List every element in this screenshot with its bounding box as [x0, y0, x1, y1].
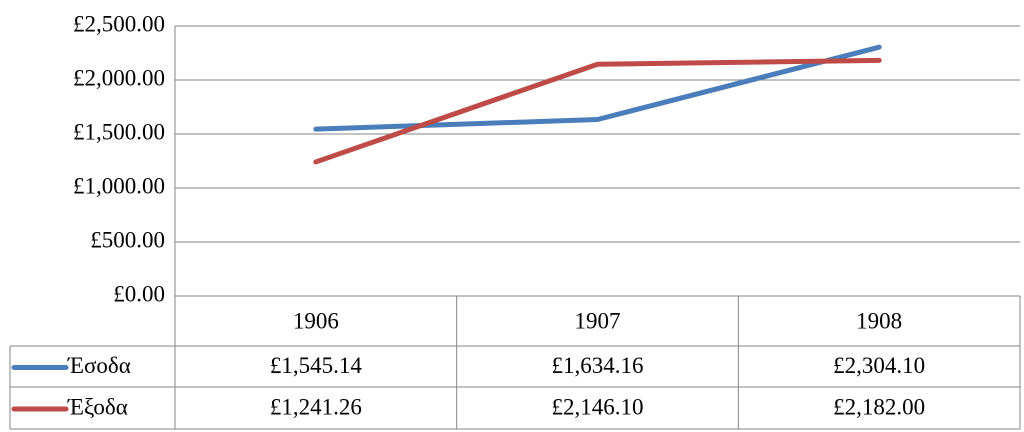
data-label: £1,241.26: [270, 394, 362, 419]
y-tick-label: £1,000.00: [73, 173, 165, 198]
y-tick-label: £2,000.00: [73, 65, 165, 90]
legend-label: Έξοδα: [67, 394, 128, 419]
data-label: £1,634.16: [552, 353, 644, 378]
data-label: £2,182.00: [833, 394, 925, 419]
y-tick-label: £0.00: [113, 281, 165, 306]
data-label: £2,146.10: [552, 394, 644, 419]
series-line: [313, 44, 882, 132]
x-tick-label: 1908: [856, 308, 902, 333]
legend-label: Έσοδα: [67, 353, 131, 378]
x-tick-label: 1907: [575, 308, 621, 333]
data-label: £1,545.14: [270, 353, 363, 378]
y-tick-label: £2,500.00: [73, 11, 165, 36]
data-label: £2,304.10: [833, 353, 925, 378]
x-tick-label: 1906: [293, 308, 339, 333]
y-tick-label: £500.00: [90, 227, 165, 252]
y-tick-label: £1,500.00: [73, 119, 165, 144]
series-line: [313, 57, 882, 165]
